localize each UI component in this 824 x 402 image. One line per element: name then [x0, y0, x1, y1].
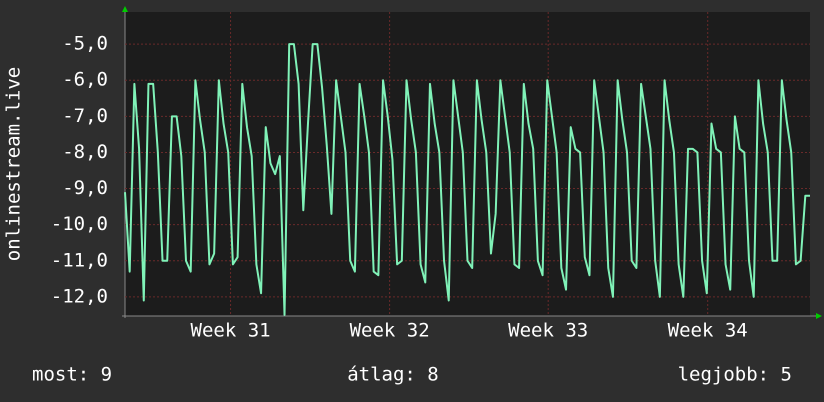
x-tick-label: Week 34: [668, 320, 748, 342]
y-tick-label: -6,0: [62, 69, 108, 91]
x-arrow: [816, 313, 822, 319]
y-tick-label: -11,0: [51, 249, 108, 271]
y-tick-label: -12,0: [51, 285, 108, 307]
y-tick-label: -8,0: [62, 141, 108, 163]
y-tick-label: -9,0: [62, 177, 108, 199]
y-tick-label: -5,0: [62, 33, 108, 55]
x-tick-label: Week 31: [191, 320, 271, 342]
y-axis-label: onlinestream.live: [3, 67, 25, 261]
footer-current: most: 9: [32, 364, 112, 386]
y-tick-label: -10,0: [51, 213, 108, 235]
x-tick-label: Week 33: [508, 320, 588, 342]
footer-average: átlag: 8: [347, 364, 439, 386]
x-tick-label: Week 32: [350, 320, 430, 342]
y-arrow: [122, 6, 128, 12]
y-tick-label: -7,0: [62, 105, 108, 127]
series-line: [124, 43, 810, 316]
footer-best: legjobb: 5: [678, 364, 792, 386]
